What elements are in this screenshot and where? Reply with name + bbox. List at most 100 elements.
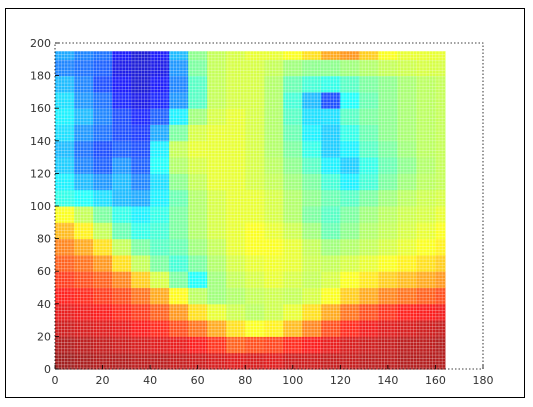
heatmap-cell [245,108,265,125]
heatmap-cell [302,125,322,142]
y-tick-label: 120 [30,167,51,180]
heatmap-chart: 0 20 40 60 80 100 120 140 160 180 020406080100120… [6,9,524,397]
heatmap-cell [264,92,284,109]
heatmap-cell [321,271,341,288]
y-tick-label: 160 [30,102,51,115]
heatmap-cell [207,92,227,109]
heatmap-cell [207,320,227,337]
heatmap-cell [245,51,265,60]
heatmap-cell [245,255,265,272]
heatmap-cell [188,108,208,125]
heatmap-cell [435,51,445,60]
heatmap-cell [188,255,208,272]
heatmap-cell [302,51,322,60]
heatmap-cell [207,288,227,305]
heatmap-cell [321,288,341,305]
heatmap-cell [188,92,208,109]
heatmap-cell [302,271,322,288]
heatmap-cell [302,304,322,321]
heatmap-cell [169,271,189,288]
figure-frame: 0 20 40 60 80 100 120 140 160 180 0 20 40 60 80 100 120… [5,8,525,398]
x-tick-label: 60 [191,374,205,387]
y-tick-label: 80 [37,233,51,246]
heatmap-cell [245,271,265,288]
x-tick-label: 160 [425,374,446,387]
heatmap-cell [188,320,208,337]
heatmap-cell [226,92,246,109]
heatmap-cell [188,304,208,321]
heatmap-cell [226,288,246,305]
heatmap-cell [188,125,208,142]
heatmap-cell [264,141,284,158]
x-tick-label: 100 [282,374,303,387]
heatmap-cell [226,304,246,321]
heatmap-cell [245,141,265,158]
heatmap-cell [169,288,189,305]
y-tick-label: 140 [30,135,51,148]
heatmap-cell [264,304,284,321]
y-tick-label: 0 [44,363,51,376]
heatmap-cell [264,288,284,305]
heatmap-cell [169,255,189,272]
y-tick-label: 60 [37,265,51,278]
heatmap-cell [264,255,284,272]
x-tick: 180 [473,365,494,387]
heatmap-cell [283,271,303,288]
x-tick-label: 180 [473,374,494,387]
heatmap-cell [226,141,246,158]
heatmap-cell [321,320,341,337]
heatmap-cell [207,51,227,60]
x-tick-label: 0 [52,374,59,387]
heatmap-cell [226,320,246,337]
heatmap-cell [435,304,445,321]
heatmap-cell [169,304,189,321]
heatmap-cell [207,304,227,321]
heatmap-cell [264,320,284,337]
x-tick-label: 140 [377,374,398,387]
x-tick-label: 40 [143,374,157,387]
heatmap-cell [245,125,265,142]
heatmap-cell [264,125,284,142]
heatmap-cell [321,108,341,125]
y-tick-label: 180 [30,70,51,83]
heatmap-cell [302,320,322,337]
heatmap-cell [188,141,208,158]
heatmap-cell [283,255,303,272]
heatmap-cell [435,92,445,109]
y-tick-label: 40 [37,298,51,311]
heatmap-cell [245,288,265,305]
heatmap-cell [264,271,284,288]
heatmap-cell [435,125,445,142]
heatmap-cell [435,141,445,158]
heatmap-cell [245,320,265,337]
heatmap-cell [283,51,303,60]
heatmap-cell [321,304,341,321]
heatmap-cell [188,288,208,305]
heatmap-cell [302,92,322,109]
heatmap-cell [435,255,445,272]
heatmap-cell [226,255,246,272]
heatmap-cell [435,320,445,337]
heatmap-cell [283,288,303,305]
heatmap-cell [283,108,303,125]
heatmap-cell [302,255,322,272]
heatmap-cell [226,271,246,288]
heatmap-cell [207,108,227,125]
heatmap-cell [188,271,208,288]
heatmap-cell [435,108,445,125]
heatmap-cell [283,141,303,158]
heatmap-cell [264,51,284,60]
heatmap-cell [435,288,445,305]
heatmap-cell [188,51,208,60]
heatmap-cell [169,141,189,158]
y-tick-label: 100 [30,200,51,213]
heatmap-cell [169,51,189,60]
heatmap-cell [169,320,189,337]
heatmap-cell [283,304,303,321]
heatmap-cell [321,255,341,272]
heatmap-cell [169,92,189,109]
x-tick-label: 120 [330,374,351,387]
heatmap-cell [245,92,265,109]
heatmap-cell [302,141,322,158]
heatmap-cell [321,51,341,60]
